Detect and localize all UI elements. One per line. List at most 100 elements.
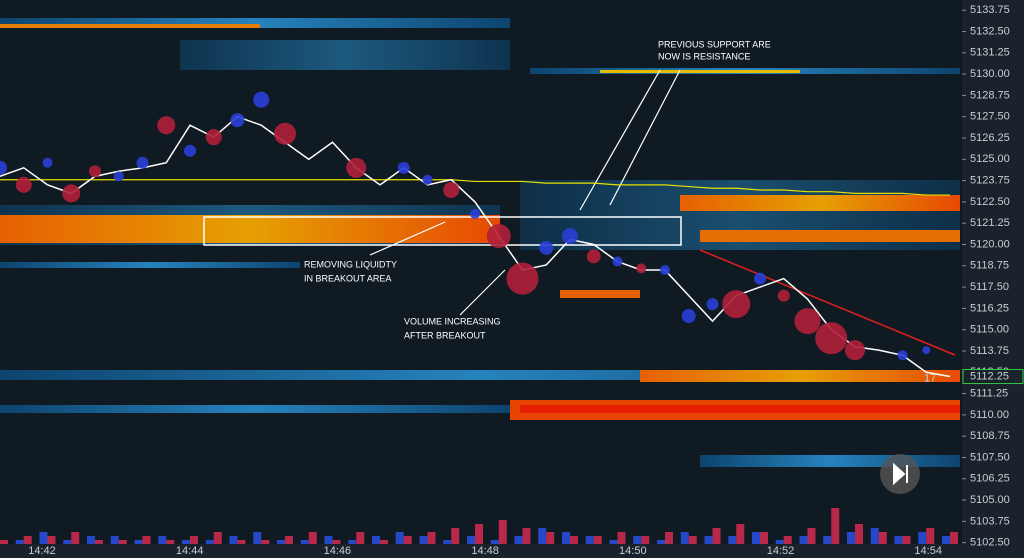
volume-bar [807,528,816,544]
volume-bar [752,532,760,544]
volume-bar [633,536,642,544]
y-tick-label: 5110.00 [970,409,1009,421]
trade-bubble [230,113,245,128]
x-tick-label: 14:42 [28,545,56,557]
volume-bar [300,540,309,544]
volume-bar [538,528,547,544]
volume-bar [657,540,665,544]
volume-bar [728,536,737,544]
volume-bar [237,540,246,544]
volume-bar [847,532,855,544]
y-tick-label: 5120.00 [970,238,1010,250]
volume-bar [799,536,808,544]
trade-bubble [706,298,719,311]
annotation: IN BREAKOUT AREA [304,273,391,283]
volume-bar [665,532,673,544]
volume-bar [332,540,341,544]
vwap-line [0,179,950,196]
volume-bar [570,536,578,544]
volume-bar [593,536,602,544]
y-tick-label: 5121.25 [970,217,1010,229]
volume-bar [585,536,594,544]
y-tick-label: 5126.25 [970,132,1010,144]
volume-bar [0,540,8,544]
volume-bar [253,532,262,544]
trade-bubble [443,181,460,198]
volume-bar [356,532,365,544]
volume-bar [641,536,650,544]
x-tick-label: 14:46 [324,545,352,557]
x-tick-label: 14:50 [619,545,647,557]
volume-bar [324,536,333,544]
volume-bar [514,536,523,544]
volume-bar [182,540,190,544]
trade-bubble [205,129,222,146]
trade-bubble [15,176,32,193]
volume-bar [47,536,56,544]
trade-bubble [274,122,296,145]
trade-bubble [612,256,623,267]
trade-bubble [136,156,149,169]
annotation: AFTER BREAKOUT [404,330,486,340]
y-tick-label: 5123.75 [970,175,1010,187]
trade-bubble [89,165,101,178]
trade-bubble [777,289,790,302]
volume-bar [372,536,380,544]
volume-bar [395,532,404,544]
volume-bar [118,540,127,544]
trade-bubble [422,174,433,185]
volume-bar [166,540,175,544]
y-tick-label: 5102.50 [970,537,1010,549]
trade-bubble [470,208,480,219]
volume-bar [87,536,95,544]
volume-bar [775,540,784,544]
trade-bubble [157,116,176,135]
volume-bar [95,540,103,544]
volume-bar [205,540,214,544]
volume-bar [190,536,198,544]
volume-bar [451,528,460,544]
trade-bubble [922,346,931,355]
play-button[interactable] [880,454,920,494]
trade-bubble [346,157,367,178]
y-tick-label: 5133.75 [970,4,1010,16]
volume-bar [942,536,950,544]
price-axis-panel [962,0,1024,558]
x-tick-label: 14:48 [471,545,499,557]
volume-bar [348,540,357,544]
trade-bubble [794,308,821,335]
volume-bar [443,540,452,544]
trade-bubble [681,309,696,324]
volume-bar [213,532,222,544]
volume-bar [760,532,768,544]
volume-bar [23,536,32,544]
volume-bar [823,536,832,544]
volume-bar [277,540,285,544]
volume-bar [783,536,792,544]
trade-bubble [845,340,865,361]
y-tick-label: 5117.50 [970,281,1009,293]
volume-bar [475,524,483,544]
volume-bar [878,532,887,544]
y-tick-label: 5106.25 [970,473,1010,485]
volume-bar [902,536,911,544]
y-tick-label: 5108.75 [970,430,1010,442]
volume-bar [870,528,879,544]
annotation-arrows [369,69,681,316]
volume-bar [522,528,531,544]
volume-bar [562,532,570,544]
trade-bubble [562,227,578,244]
last-price-box [962,369,1024,385]
last-price: 5112.25 [970,370,1009,382]
y-tick-label: 5105.00 [970,494,1010,506]
volume-bar [110,536,119,544]
trade-bubble [636,263,647,274]
volume-bar [546,532,555,544]
volume-bar [855,524,863,544]
volume-bar [71,532,80,544]
x-tick-label: 14:44 [176,545,204,557]
price-line [0,115,951,378]
volume-bar [39,532,48,544]
trade-bubble [660,265,670,276]
